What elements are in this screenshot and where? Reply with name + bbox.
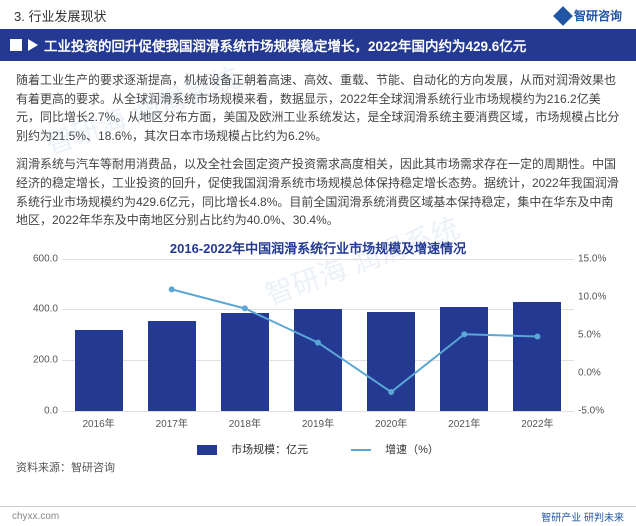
footer: chyxx.com 智研产业 研判未来 [0, 506, 636, 526]
legend-line-swatch [351, 449, 371, 451]
footer-right: 智研产业 研判未来 [541, 509, 624, 524]
title-arrow-icon [28, 39, 38, 51]
brand: 智研咨询 [556, 7, 622, 24]
section-number: 3. 行业发展现状 [14, 6, 106, 25]
title-text: 工业投资的回升促使我国润滑系统市场规模稳定增长，2022年国内约为429.6亿元 [44, 35, 526, 55]
footer-left: chyxx.com [12, 511, 59, 522]
title-bar: 工业投资的回升促使我国润滑系统市场规模稳定增长，2022年国内约为429.6亿元 [0, 29, 636, 61]
paragraph-2: 润滑系统与汽车等耐用消费品，以及全社会固定资产投资需求高度相关，因此其市场需求存… [16, 155, 620, 229]
title-bullet-icon [10, 39, 22, 51]
legend: 市场规模：亿元 增速（%） [0, 441, 636, 457]
source-line: 资料来源：智研咨询 [0, 459, 636, 475]
growth-line [62, 259, 574, 411]
plot-area [62, 259, 574, 411]
legend-bar-label: 市场规模：亿元 [231, 444, 308, 456]
y-axis-right: -5.0%0.0%5.0%10.0%15.0% [578, 259, 618, 411]
x-axis: 2016年2017年2018年2019年2020年2021年2022年 [62, 415, 574, 431]
legend-bar-swatch [197, 445, 217, 455]
page-header: 3. 行业发展现状 智研咨询 [0, 0, 636, 29]
legend-line-label: 增速（%） [385, 444, 439, 456]
brand-cube-icon [553, 6, 573, 26]
paragraph-1: 随着工业生产的要求逐渐提高，机械设备正朝着高速、高效、重载、节能、自动化的方向发… [16, 71, 620, 145]
body-text: 随着工业生产的要求逐渐提高，机械设备正朝着高速、高效、重载、节能、自动化的方向发… [0, 61, 636, 234]
brand-text: 智研咨询 [574, 7, 622, 24]
y-axis-left: 0.0200.0400.0600.0 [18, 259, 58, 411]
chart-title: 2016-2022年中国润滑系统行业市场规模及增速情况 [0, 238, 636, 257]
chart: 0.0200.0400.0600.0 -5.0%0.0%5.0%10.0%15.… [18, 259, 618, 439]
